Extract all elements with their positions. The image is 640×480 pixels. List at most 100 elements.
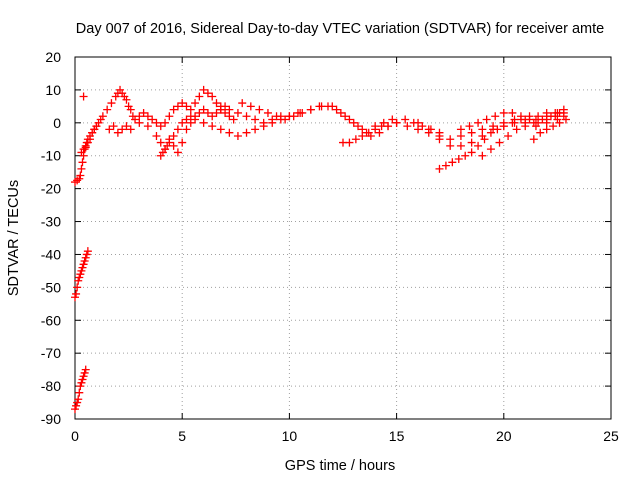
data-point — [529, 118, 538, 127]
data-point — [555, 118, 564, 127]
data-point — [165, 138, 174, 147]
data-point — [328, 102, 337, 111]
data-point — [233, 108, 242, 117]
data-point — [165, 112, 174, 121]
data-point — [251, 125, 260, 134]
data-point — [73, 283, 82, 292]
data-point — [72, 289, 81, 298]
data-point — [195, 108, 204, 117]
x-tick-label: 0 — [71, 428, 79, 444]
data-layer — [71, 85, 570, 414]
data-point — [92, 122, 101, 131]
data-point — [199, 105, 208, 114]
data-point — [467, 138, 476, 147]
data-point — [561, 115, 570, 124]
data-point — [388, 115, 397, 124]
data-point — [495, 138, 504, 147]
y-tick-label: -50 — [41, 279, 61, 295]
y-tick-label: 20 — [45, 49, 61, 65]
data-point — [75, 388, 84, 397]
data-point — [156, 122, 165, 131]
data-point — [263, 108, 272, 117]
data-point — [143, 122, 152, 131]
data-point — [403, 122, 412, 131]
data-point — [281, 115, 290, 124]
y-tick-label: -20 — [41, 181, 61, 197]
data-point — [504, 131, 513, 140]
data-point — [546, 112, 555, 121]
data-point — [152, 118, 161, 127]
data-point — [182, 102, 191, 111]
data-point — [109, 122, 118, 131]
data-point — [103, 105, 112, 114]
data-point — [81, 365, 90, 374]
data-point — [384, 122, 393, 131]
data-point — [259, 118, 268, 127]
data-point — [542, 125, 551, 134]
data-point — [78, 158, 87, 167]
data-point — [246, 102, 255, 111]
series-evening-tracks — [403, 105, 570, 173]
data-point — [480, 135, 489, 144]
data-point — [216, 102, 225, 111]
data-point — [208, 92, 217, 101]
data-point — [208, 112, 217, 121]
x-tick-label: 20 — [496, 428, 512, 444]
data-point — [392, 118, 401, 127]
data-point — [508, 108, 517, 117]
data-point — [135, 118, 144, 127]
data-point — [467, 148, 476, 157]
data-point — [296, 108, 305, 117]
data-point — [126, 125, 135, 134]
data-point — [555, 108, 564, 117]
data-point — [212, 108, 221, 117]
y-axis-label: SDTVAR / TECUs — [6, 180, 22, 296]
data-point — [508, 118, 517, 127]
data-point — [156, 138, 165, 147]
data-point — [105, 125, 114, 134]
data-point — [173, 125, 182, 134]
data-point — [375, 128, 384, 137]
data-point — [317, 102, 326, 111]
data-point — [448, 158, 457, 167]
y-tick-label: -60 — [41, 312, 61, 328]
data-point — [538, 115, 547, 124]
data-point — [456, 125, 465, 134]
data-point — [203, 108, 212, 117]
series-dawn-rise — [71, 92, 105, 187]
data-point — [268, 115, 277, 124]
data-point — [148, 115, 157, 124]
data-point — [152, 131, 161, 140]
data-point — [364, 128, 373, 137]
data-point — [549, 122, 558, 131]
data-point — [499, 122, 508, 131]
data-point — [178, 138, 187, 147]
data-point — [371, 125, 380, 134]
data-point — [199, 85, 208, 94]
data-point — [178, 118, 187, 127]
data-point — [401, 115, 410, 124]
data-point — [182, 125, 191, 134]
data-point — [161, 118, 170, 127]
data-point — [525, 115, 534, 124]
data-point — [516, 112, 525, 121]
data-point — [216, 125, 225, 134]
data-point — [173, 148, 182, 157]
data-point — [345, 115, 354, 124]
data-point — [358, 131, 367, 140]
data-point — [478, 151, 487, 160]
data-point — [341, 112, 350, 121]
data-point — [126, 105, 135, 114]
data-point — [482, 115, 491, 124]
y-tick-label: -30 — [41, 214, 61, 230]
data-point — [242, 128, 251, 137]
tick-label-layer: -90 -80 -70 -60 -50 -40 -30 -20 -10 0 10 20 0 5 10 15 20… — [41, 49, 619, 444]
grid-layer — [75, 57, 611, 419]
data-point — [182, 115, 191, 124]
data-point — [143, 112, 152, 121]
data-point — [456, 141, 465, 150]
data-point — [74, 395, 83, 404]
data-point — [486, 128, 495, 137]
x-tick-label: 5 — [178, 428, 186, 444]
